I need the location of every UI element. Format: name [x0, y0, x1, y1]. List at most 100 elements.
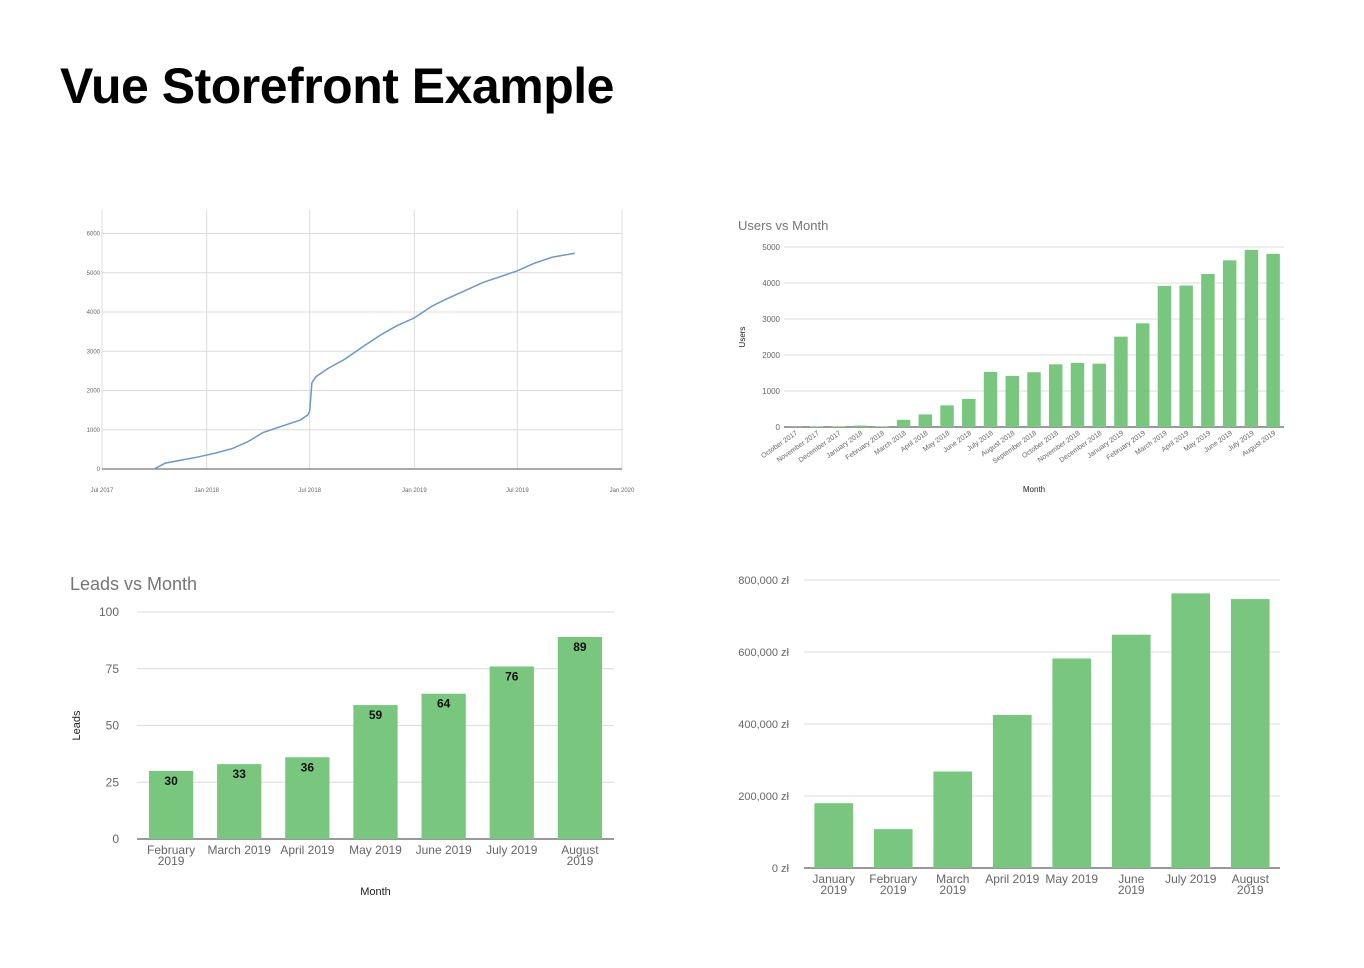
- leads-bar: [489, 666, 534, 839]
- leads-x-tick-label: July 2019: [486, 843, 538, 857]
- revenue-x-tick-label: January: [812, 872, 855, 886]
- users-bar: [1201, 274, 1215, 427]
- revenue-x-tick-label: 2019: [880, 883, 907, 897]
- leads-x-tick-label: 2019: [158, 854, 185, 868]
- leads-data-label: 76: [505, 669, 519, 683]
- users-y-tick-label: 2000: [762, 351, 780, 360]
- leads-x-axis-label: Month: [360, 886, 391, 898]
- x-tick-label: Jul 2018: [298, 488, 321, 494]
- users-bar: [896, 419, 911, 427]
- leads-y-tick-label: 75: [106, 662, 120, 676]
- revenue-bar: [992, 715, 1032, 868]
- y-tick-label: 0: [97, 467, 101, 473]
- leads-bar: [148, 770, 194, 839]
- users-y-tick-label: 5000: [762, 243, 780, 252]
- revenue-y-tick-label: 600,000 zł: [738, 647, 789, 659]
- leads-bar: [217, 764, 262, 839]
- leads-data-label: 89: [573, 640, 587, 654]
- page-title: Vue Storefront Example: [60, 58, 614, 114]
- y-tick-label: 4000: [87, 310, 101, 316]
- users-bar: [1049, 364, 1063, 427]
- revenue-x-tick-label: April 2019: [985, 872, 1039, 886]
- leads-data-label: 30: [164, 774, 178, 788]
- users-bar: [1005, 375, 1019, 427]
- x-tick-label: Jul 2017: [91, 488, 114, 494]
- leads-data-label: 33: [233, 767, 247, 781]
- users-bar: [853, 425, 867, 427]
- users-bar: [1179, 285, 1193, 427]
- revenue-y-tick-label: 200,000 zł: [738, 791, 789, 803]
- leads-bar: [353, 705, 398, 839]
- y-tick-label: 1000: [87, 428, 101, 434]
- users-bar: [831, 426, 846, 427]
- x-tick-label: Jan 2020: [610, 488, 635, 494]
- leads-bar: [421, 693, 466, 839]
- leads-data-label: 36: [301, 760, 315, 774]
- users-bar: [1092, 363, 1106, 427]
- leads-y-tick-label: 100: [99, 605, 119, 619]
- leads-bar: [557, 636, 603, 839]
- leads-x-tick-label: May 2019: [349, 843, 402, 857]
- revenue-x-tick-label: June: [1118, 872, 1144, 886]
- users-x-axis-label: Month: [1023, 485, 1045, 494]
- revenue-y-tick-label: 400,000 zł: [738, 719, 789, 731]
- users-bar: [983, 371, 998, 427]
- users-bar: [1222, 260, 1237, 427]
- revenue-x-tick-label: August: [1232, 872, 1270, 886]
- leads-y-tick-label: 25: [106, 775, 120, 789]
- users-bar: [1244, 249, 1259, 427]
- cumulative-series-line: [153, 252, 575, 470]
- users-y-tick-label: 1000: [762, 387, 780, 396]
- users-bar: [1114, 336, 1128, 427]
- users-bar: [918, 414, 933, 427]
- y-tick-label: 5000: [87, 271, 101, 277]
- revenue-x-tick-label: March: [936, 872, 969, 886]
- leads-chart-title: Leads vs Month: [70, 574, 197, 594]
- y-tick-label: 3000: [87, 349, 101, 355]
- leads-y-axis-label: Leads: [71, 710, 83, 740]
- users-bar: [1135, 323, 1150, 427]
- users-bar: [1027, 372, 1041, 427]
- x-tick-label: Jan 2018: [194, 488, 219, 494]
- y-tick-label: 6000: [87, 232, 101, 238]
- y-tick-label: 2000: [87, 389, 101, 395]
- revenue-x-tick-label: 2019: [939, 883, 966, 897]
- x-tick-label: Jan 2019: [402, 488, 427, 494]
- revenue-y-tick-label: 0 zł: [772, 863, 790, 875]
- users-chart-title: Users vs Month: [738, 218, 828, 233]
- leads-data-label: 59: [369, 708, 383, 722]
- leads-bar: [285, 757, 330, 839]
- leads-x-tick-label: August: [561, 843, 599, 857]
- leads-y-tick-label: 50: [106, 719, 120, 733]
- revenue-bar: [873, 829, 913, 868]
- x-tick-label: Jul 2019: [506, 488, 529, 494]
- users-bar: [962, 398, 976, 427]
- leads-x-tick-label: April 2019: [280, 843, 334, 857]
- revenue-x-tick-label: February: [869, 872, 917, 886]
- users-y-tick-label: 3000: [762, 315, 780, 324]
- users-y-axis-label: Users: [738, 327, 747, 348]
- leads-x-tick-label: June 2019: [416, 843, 472, 857]
- revenue-bar: [1171, 593, 1211, 868]
- revenue-x-tick-label: 2019: [820, 883, 847, 897]
- revenue-bar: [1230, 599, 1270, 868]
- users-y-tick-label: 0: [776, 423, 781, 432]
- revenue-x-tick-label: May 2019: [1045, 872, 1098, 886]
- revenue-bar: [933, 771, 973, 868]
- users-bar: [1157, 285, 1172, 427]
- revenue-y-tick-label: 800,000 zł: [738, 575, 789, 587]
- leads-y-tick-label: 0: [112, 832, 119, 846]
- leads-x-tick-label: March 2019: [208, 843, 272, 857]
- leads-x-tick-label: 2019: [567, 854, 594, 868]
- revenue-x-tick-label: 2019: [1118, 883, 1145, 897]
- leads-x-tick-label: February: [147, 843, 195, 857]
- users-bar: [940, 405, 954, 427]
- revenue-bar: [814, 803, 854, 868]
- revenue-bar: [1111, 634, 1151, 868]
- users-bar: [1266, 253, 1280, 427]
- leads-data-label: 64: [437, 697, 451, 711]
- users-y-tick-label: 4000: [762, 279, 780, 288]
- revenue-bar: [1052, 658, 1092, 868]
- revenue-x-tick-label: July 2019: [1165, 872, 1217, 886]
